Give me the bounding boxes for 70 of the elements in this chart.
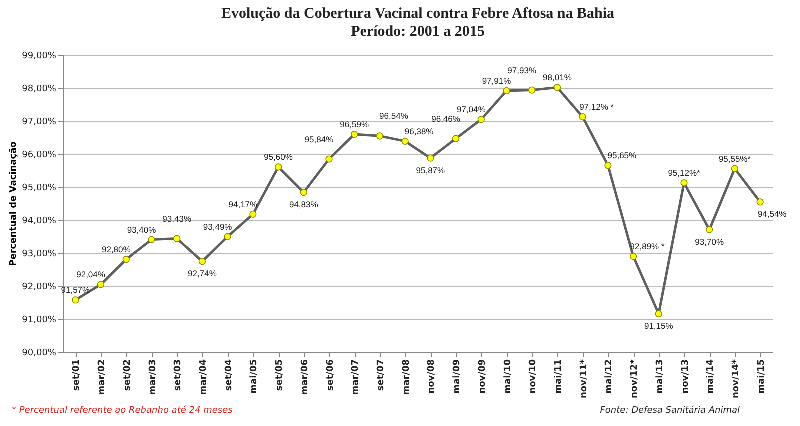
data-label: 94,17% [228, 199, 258, 210]
y-tick-label: 94,00% [22, 216, 57, 226]
x-tick-label: set/02 [122, 360, 133, 392]
data-label: 98,01% [543, 72, 572, 83]
data-label: 93,70% [695, 236, 724, 247]
x-tick-label: mai/11 [554, 360, 564, 394]
y-tick-label: 98,00% [22, 84, 57, 94]
data-label: 97,12% * [580, 102, 615, 112]
y-tick-label: 99,00% [22, 52, 57, 62]
x-tick-label: set/07 [376, 360, 386, 392]
data-label: 96,54% [380, 111, 409, 122]
y-tick-label: 91,00% [22, 316, 57, 326]
y-tick-label: 93,00% [22, 250, 57, 260]
data-label: 95,12%* [668, 168, 702, 178]
source-note: Fonte: Defesa Sanitária Animal [600, 406, 740, 416]
x-tick-label: mai/09 [452, 360, 463, 394]
y-tick-label: 92,00% [22, 282, 57, 292]
data-label: 96,59% [340, 120, 370, 130]
x-tick-label: mai/12 [604, 360, 615, 394]
x-tick-label: mar/03 [148, 360, 158, 396]
x-tick-label: set/03 [174, 360, 184, 392]
x-tick-label: mar/04 [198, 360, 209, 396]
x-tick-label: mai/10 [503, 360, 514, 394]
x-tick-label: mar/08 [402, 360, 412, 396]
data-label: 97,91% [482, 76, 512, 86]
data-label: 94,83% [289, 200, 319, 210]
x-tick-label: set/05 [275, 360, 286, 392]
x-tick-label: nov/08 [427, 360, 438, 394]
x-tick-label: set/06 [326, 360, 336, 392]
x-tick-label: nov/14* [731, 359, 742, 398]
y-tick-label: 97,00% [22, 118, 57, 128]
data-label: 97,04% [456, 104, 486, 115]
x-tick-label: mai/15 [756, 360, 767, 394]
data-label: 96,46% [432, 114, 461, 124]
chart-subtitle: Período: 2001 a 2015 [351, 24, 485, 40]
y-tick-label: 96,00% [22, 150, 57, 160]
data-label: 94,54% [758, 209, 788, 220]
x-tick-label: mar/07 [351, 360, 362, 396]
data-label: 95,60% [264, 152, 294, 162]
y-tick-label: 95,00% [22, 184, 57, 194]
data-label: 93,43% [162, 214, 192, 224]
x-tick-label: set/01 [72, 360, 82, 392]
data-label: 95,84% [304, 134, 334, 144]
data-label: 91,57% [61, 285, 91, 296]
text: * Percentual referente ao Rebanho até 24 meses [12, 406, 233, 416]
data-label: 92,80% [102, 244, 132, 255]
x-tick-label: nov/13 [680, 360, 691, 394]
x-tick-label: mai/13 [655, 360, 666, 394]
x-tick-label: nov/09 [478, 360, 488, 394]
x-tick-label: mai/14 [706, 360, 716, 394]
x-tick-label: mar/02 [98, 360, 108, 396]
data-label: 96,38% [404, 126, 434, 136]
x-tick-label: nov/10 [528, 360, 539, 394]
data-label: 93,40% [127, 224, 157, 235]
data-label: 92,74% [188, 268, 218, 279]
x-tick-label: mar/06 [300, 360, 310, 396]
data-label: 95,87% [416, 165, 446, 176]
y-axis-title: Percentual de Vacinação [9, 142, 20, 266]
data-label: 91,15% [644, 321, 674, 332]
x-tick-label: mai/05 [250, 360, 260, 394]
y-tick-label: 90,00% [22, 348, 57, 358]
x-tick-label: nov/12* [630, 359, 640, 398]
data-label: 93,49% [203, 222, 233, 232]
x-tick-label: set/04 [224, 360, 234, 392]
data-label: 95,65% [608, 150, 638, 161]
data-label: 97,93% [508, 65, 537, 76]
chart-title: Evolução da Cobertura Vacinal contra Febre Aftosa na Bahia [221, 6, 616, 22]
data-label: 95,55%* [718, 154, 752, 164]
data-label: 92,04% [76, 270, 106, 280]
x-tick-label: nov/11* [579, 359, 590, 398]
